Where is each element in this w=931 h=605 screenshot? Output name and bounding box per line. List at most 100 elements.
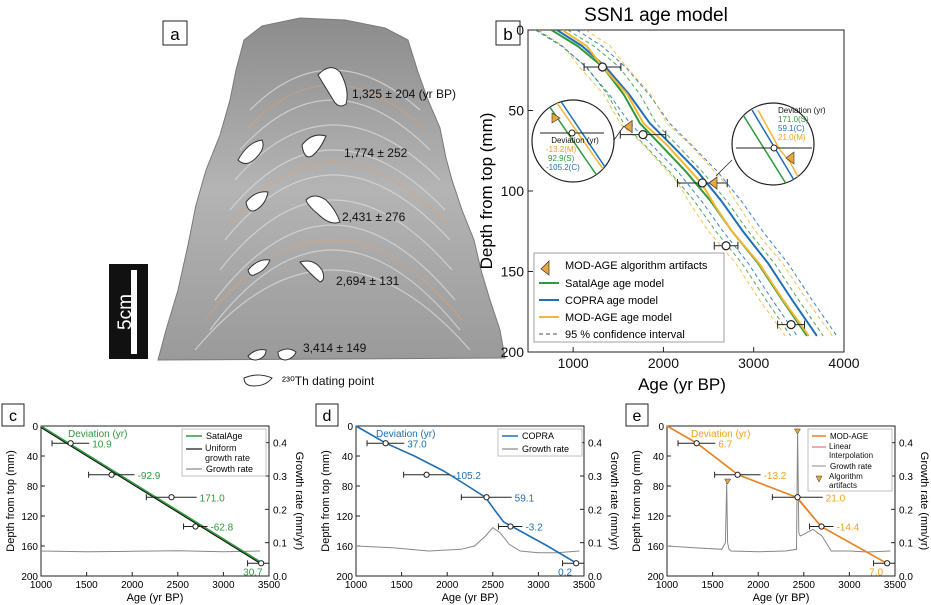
panel-e-ytick-2: 80 — [653, 482, 665, 493]
panel-c-deviation-1: -92.9 — [138, 471, 161, 482]
panel-e-label-box — [625, 403, 649, 427]
panel-c-ytick-2: 80 — [27, 482, 39, 493]
panel-b-dating-point — [638, 130, 648, 140]
dating-point-2a — [237, 139, 264, 164]
inset-left-line-2: 92.9(S) — [548, 154, 575, 163]
panel-c-dating-point — [67, 440, 74, 447]
panel-b-xlabel: Age (yr BP) — [638, 375, 726, 394]
inset-right-dating-point — [770, 144, 778, 152]
panel-e-deviation-labels: 6.7 -13.2 21.0 -14.4 7.0 — [718, 439, 883, 578]
panel-b-dating-point — [786, 320, 796, 330]
panel-e-dating-point — [884, 560, 891, 567]
scale-bar-line — [131, 270, 137, 354]
panel-e-xtick-0: 1000 — [656, 580, 679, 591]
panel-b-dating-point — [697, 178, 707, 188]
dating-point-4b — [299, 260, 325, 283]
legend-satal-label: SatalAge age model — [565, 278, 664, 290]
age-label-3: 2,431 ± 276 — [342, 210, 406, 224]
panel-c-ytick-1: 40 — [27, 452, 39, 463]
panel-c-ytick-0: 0 — [32, 422, 38, 433]
panel-b-modage-ci-lower — [538, 30, 786, 337]
dating-point-legend-label: ²³⁰Th dating point — [282, 374, 375, 388]
panel-d-y2tick-4: 0.4 — [588, 439, 602, 450]
panel-d-dating-point — [382, 440, 389, 447]
panel-c-legend-uniform-wrap: Uniform growth rate — [205, 443, 250, 463]
panel-c-deviation-4: 30.7 — [243, 567, 263, 578]
panel-c-y2tick-0: 0.0 — [273, 572, 287, 583]
panel-e-y2tick-2: 0.2 — [899, 505, 913, 516]
panel-c-label: c — [9, 408, 17, 425]
panel-b-xtick-0: 1000 — [558, 355, 589, 371]
panel-e-legend-artifact-wrap: Algorithm artifacts — [829, 472, 863, 490]
panel-c-ylabel: Depth from top (mm) — [5, 450, 17, 551]
dating-point-3b — [305, 195, 341, 224]
panel-d-xticks: 1000 1500 2000 2500 3000 3500 — [345, 580, 596, 591]
panel-d-ylabel: Depth from top (mm) — [320, 450, 332, 551]
panel-e-ytick-1: 40 — [653, 452, 665, 463]
panel-d-deviation-4: 0.2 — [558, 567, 572, 578]
legend-artifact-label: MOD-AGE algorithm artifacts — [565, 260, 708, 272]
panel-c-growth-rate-line — [40, 550, 260, 553]
dating-slots — [237, 67, 348, 361]
panel-d-deviation-title: Deviation (yr) — [376, 429, 435, 440]
panel-c-deviation-2: 171.0 — [200, 493, 225, 504]
panel-e-ytick-5: 200 — [647, 572, 664, 583]
panel-e-y2ticks: 0.0 0.1 0.2 0.3 0.4 — [899, 439, 913, 583]
panel-d-ytick-3: 120 — [336, 512, 353, 523]
panel-d-dating-point — [573, 560, 580, 567]
panel-c-dating-point — [258, 560, 265, 567]
panel-d-plot-frame — [355, 425, 585, 577]
inset-left-pointer — [613, 125, 625, 141]
panel-b-dating-point — [597, 62, 608, 72]
panel-c-y2label: Growth rate (mm/yr) — [293, 452, 305, 550]
panel-e-y2tick-4: 0.4 — [899, 439, 913, 450]
panel-c-deviation-title: Deviation (yr) — [68, 429, 127, 440]
panel-d-ytick-0: 0 — [347, 422, 353, 433]
panel-e-legend: MOD-AGE Linear Interpolation Growth rate… — [807, 428, 893, 492]
panel-c-xtick-4: 3000 — [212, 580, 235, 591]
panel-d-xlabel: Age (yr BP) — [442, 592, 499, 604]
panel-b-xticks: 1000 2000 3000 4000 — [558, 355, 860, 371]
panel-b-xtick-2: 3000 — [738, 355, 769, 371]
panel-d-deviation-1: -105.2 — [453, 471, 482, 482]
panel-e-model-line — [666, 425, 888, 564]
dating-point-2b — [301, 134, 327, 158]
panel-e-xticks: 1000 1500 2000 2500 3000 3500 — [656, 580, 907, 591]
panel-b-satal-ci-upper — [567, 30, 824, 337]
panel-b: b SSN1 age model 0 50 100 150 200 1000 2… — [477, 5, 860, 394]
panel-e-legend-linear: Linear Interpolation — [829, 442, 874, 460]
panel-e-xtick-3: 2500 — [793, 580, 816, 591]
panel-e-label: e — [633, 408, 642, 425]
panel-b-ytick-1: 50 — [508, 103, 524, 119]
panel-d-deviation-labels: 37.0 -105.2 59.1 -3.2 0.2 — [407, 439, 572, 578]
inset-left-title: Deviation (yr) — [551, 136, 599, 145]
panel-b-xtick-3: 4000 — [828, 355, 859, 371]
panel-e-y2tick-3: 0.3 — [899, 472, 913, 483]
panel-c-y2tick-3: 0.3 — [273, 472, 287, 483]
panel-e-xtick-2: 2000 — [747, 580, 770, 591]
panel-e-deviation-3: -14.4 — [836, 523, 859, 534]
panel-c-deviation-0: 10.9 — [92, 439, 112, 450]
panel-e-deviation-2: 21.0 — [826, 493, 846, 504]
panel-e-legend-linear-wrap: Linear Interpolation — [829, 442, 874, 460]
panel-d-legend: COPRA Growth rate — [497, 428, 583, 457]
panel-d-xtick-3: 2500 — [482, 580, 505, 591]
panel-e-xtick-1: 1500 — [701, 580, 724, 591]
panel-d-xtick-2: 2000 — [436, 580, 459, 591]
inset-left-satal-line — [544, 100, 601, 181]
panel-b-title: SSN1 age model — [584, 5, 728, 26]
panel-a-label: a — [170, 25, 180, 44]
panel-b-artifact-marker — [708, 176, 718, 190]
age-label-1: 1,325 ± 204 (yr BP) — [352, 87, 456, 101]
panel-a-label-box — [162, 20, 188, 46]
inset-right-modage-line — [757, 109, 806, 185]
panel-e-dating-point — [734, 471, 741, 478]
scale-bar: 5cm — [109, 264, 148, 359]
panel-b-ylabel: Depth from top (mm) — [477, 113, 496, 270]
age-label-4: 2,694 ± 131 — [336, 274, 400, 288]
dating-point-legend-icon — [243, 374, 273, 387]
panel-b-legend: MOD-AGE algorithm artifacts SatalAge age… — [533, 252, 725, 343]
panel-b-ytick-4: 200 — [501, 344, 525, 360]
dating-point-3a — [245, 191, 269, 212]
inset-right: Deviation (yr) 171.0(S) 59.1(C) 21.0(M) — [731, 102, 826, 186]
